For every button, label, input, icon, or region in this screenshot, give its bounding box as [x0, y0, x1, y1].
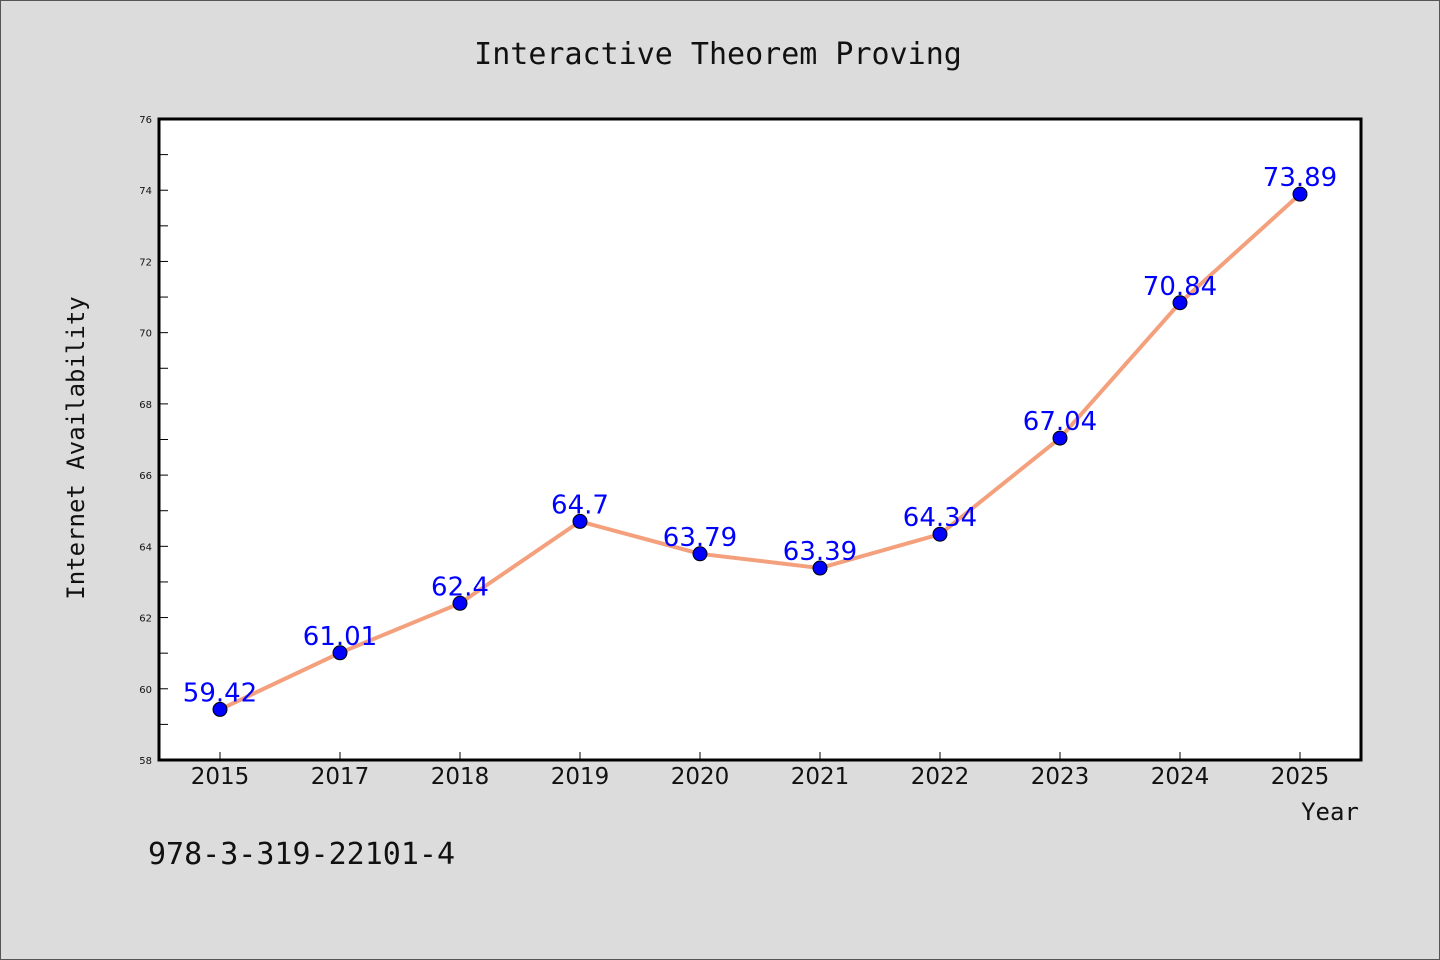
x-axis: 2015 2017 2018 2019 2020 2021 2022 2023 2024 2025	[191, 752, 1330, 790]
series-line	[219, 192, 1302, 712]
data-label: 64.7	[551, 490, 609, 520]
x-tick-label: 2018	[431, 764, 490, 790]
x-tick-label: 2023	[1031, 764, 1090, 790]
x-tick-label: 2022	[911, 764, 970, 790]
data-point	[452, 595, 468, 611]
data-point	[932, 526, 948, 542]
x-tick-label: 2017	[311, 764, 370, 790]
x-tick-label: 2015	[191, 764, 250, 790]
y-tick-label: 68	[139, 400, 152, 411]
data-label: 63.79	[663, 523, 737, 553]
data-point	[332, 645, 348, 661]
x-tick-label: 2025	[1271, 764, 1330, 790]
data-point	[1172, 295, 1188, 311]
data-label: 63.39	[783, 537, 857, 567]
y-tick-label: 70	[139, 329, 152, 340]
data-label: 73.89	[1263, 163, 1337, 193]
footnote-isbn: 978-3-319-22101-4	[148, 837, 455, 872]
data-label: 59.42	[183, 678, 257, 708]
y-tick-label: 72	[139, 257, 152, 268]
data-labels: 59.42 61.01 62.4 64.7 63.79 63.39 64.34 67.04 70…	[183, 163, 1337, 708]
y-tick-label: 58	[139, 756, 152, 767]
data-point	[212, 701, 228, 717]
data-label: 62.4	[431, 572, 489, 602]
data-point	[1052, 430, 1068, 446]
y-axis: 58 60 62 64 66 68 70 72 74 76	[139, 115, 168, 767]
y-tick-label: 60	[139, 685, 152, 696]
chart-title: Interactive Theorem Proving	[474, 37, 962, 72]
y-tick-label: 62	[139, 614, 152, 625]
data-point	[692, 546, 708, 562]
x-tick-label: 2020	[671, 764, 730, 790]
plot-area	[157, 117, 1363, 762]
data-label: 67.04	[1023, 407, 1097, 437]
data-markers	[212, 186, 1308, 717]
y-tick-label: 74	[139, 186, 152, 197]
data-label: 64.34	[903, 503, 977, 533]
data-point	[572, 513, 588, 529]
y-tick-label: 76	[139, 115, 152, 126]
x-tick-label: 2019	[551, 764, 610, 790]
y-tick-label: 66	[139, 471, 152, 482]
y-axis-label: Internet Availability	[62, 296, 90, 599]
data-point	[1292, 186, 1308, 202]
x-tick-label: 2021	[791, 764, 850, 790]
data-point	[812, 560, 828, 576]
x-tick-label: 2024	[1151, 764, 1210, 790]
y-tick-label: 64	[139, 542, 152, 553]
data-label: 61.01	[303, 622, 377, 652]
x-axis-label: Year	[1301, 798, 1359, 826]
data-label: 70.84	[1143, 272, 1217, 302]
